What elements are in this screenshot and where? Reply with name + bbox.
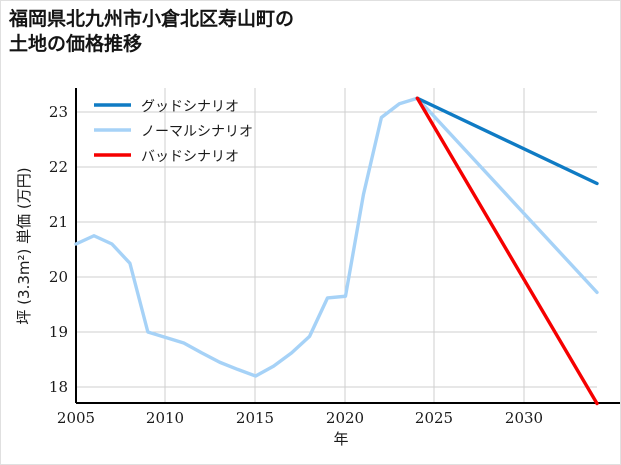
x-tick-label: 2015 [236,409,274,427]
y-tick-label: 21 [49,213,68,231]
x-tick-label: 2030 [505,409,543,427]
series-line-actual [74,96,420,378]
y-gridlines [76,111,597,388]
page-title: 福岡県北九州市小倉北区寿山町の 土地の価格推移 [9,8,295,56]
x-tick-label: 2025 [415,409,453,427]
y-tick-label: 19 [49,323,68,341]
x-tick-label: 2005 [57,409,95,427]
y-tick-label: 23 [49,103,68,121]
x-axis-title: 年 [333,430,348,448]
series-group [74,96,599,406]
legend-label-normal: ノーマルシナリオ [141,124,253,140]
series-line-good-scenario [415,96,599,186]
y-tick-label: 18 [49,378,68,396]
legend-label-good: グッドシナリオ [141,99,239,115]
legend-label-bad: バッドシナリオ [141,149,239,165]
y-axis-title: 坪 (3.3m²) 単価 (万円) [15,167,33,324]
x-tick-label: 2020 [326,409,364,427]
y-tick-labels: 23 22 21 20 19 18 [49,103,68,396]
x-tick-label: 2010 [146,409,184,427]
chart-legend: グッドシナリオ ノーマルシナリオ バッドシナリオ [94,99,253,165]
series-line-normal-scenario [415,96,599,295]
x-tick-labels: 2005 2010 2015 2020 2025 2030 [57,409,543,427]
y-tick-label: 22 [49,158,68,176]
series-line-bad-scenario [415,96,599,406]
y-tick-label: 20 [49,268,68,286]
